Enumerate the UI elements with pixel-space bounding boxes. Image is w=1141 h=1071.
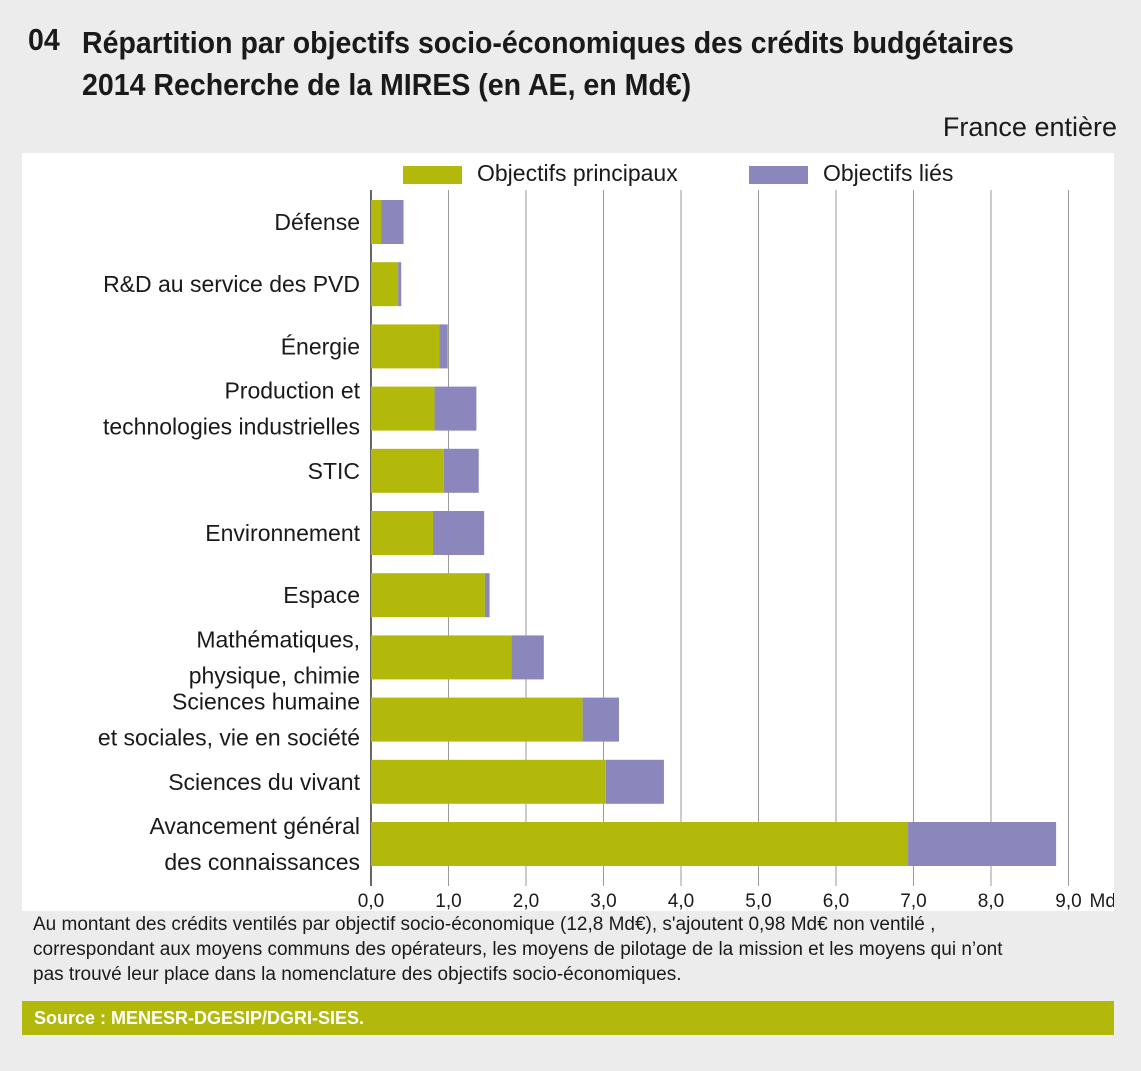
legend-label: Objectifs principaux <box>477 160 678 186</box>
bar-objectifs-lies <box>381 200 404 244</box>
chart-area: 0,0 1,0 2,0 3,0 4,0 5,0 6,0 7,0 8,0 9,0 Md€ Objecti… <box>22 153 1127 912</box>
category-label: et sociales, vie en société <box>98 725 360 751</box>
category-label: Production et <box>224 378 360 404</box>
bar-chart: 0,0 1,0 2,0 3,0 4,0 5,0 6,0 7,0 8,0 9,0 Md€ Objecti… <box>98 160 1127 912</box>
category-label: Espace <box>283 582 360 608</box>
x-tick-label: 0,0 <box>358 891 384 911</box>
x-tick-label: 3,0 <box>590 891 616 911</box>
bar-objectifs-lies <box>484 573 490 618</box>
bar-objectifs-principaux <box>371 511 433 555</box>
bar-objectifs-principaux <box>371 697 583 742</box>
x-tick-label: 6,0 <box>823 891 849 911</box>
category-label: technologies industrielles <box>103 414 360 440</box>
category-label: physique, chimie <box>189 662 360 688</box>
bar-objectifs-principaux <box>371 573 485 618</box>
bar-objectifs-lies <box>443 448 479 493</box>
bar-objectifs-lies <box>511 635 544 680</box>
bar-objectifs-lies <box>434 386 477 431</box>
bar-objectifs-principaux <box>371 822 909 866</box>
bar-objectifs-lies <box>398 262 402 307</box>
bar-objectifs-principaux <box>371 635 512 680</box>
footnote: Au montant des crédits ventilés par obje… <box>33 912 1093 987</box>
category-label: Sciences humaine <box>172 689 360 715</box>
x-tick-label: 5,0 <box>745 891 771 911</box>
bar-objectifs-lies <box>908 822 1057 866</box>
legend-label: Objectifs liés <box>823 160 953 186</box>
category-label: Mathématiques, <box>196 626 360 652</box>
bar-objectifs-principaux <box>371 386 435 431</box>
bar-objectifs-principaux <box>371 200 382 244</box>
x-tick-label: 1,0 <box>435 891 461 911</box>
legend-swatch <box>403 166 462 184</box>
footnote-line: correspondant aux moyens communs des opé… <box>33 939 1003 960</box>
x-tick-label: 7,0 <box>900 891 926 911</box>
bar-objectifs-lies <box>439 324 448 369</box>
bar-objectifs-lies <box>582 697 619 742</box>
bar-objectifs-lies <box>433 511 485 555</box>
figure-number: 04 <box>28 22 60 57</box>
bar-objectifs-principaux <box>371 262 399 307</box>
category-label: Défense <box>274 209 360 235</box>
bar-objectifs-principaux <box>371 448 444 493</box>
x-axis-unit: Md€ <box>1090 891 1115 911</box>
x-tick-label: 9,0 <box>1055 891 1081 911</box>
footnote-line: pas trouvé leur place dans la nomenclatu… <box>33 964 682 985</box>
x-tick-label: 8,0 <box>978 891 1004 911</box>
bar-objectifs-principaux <box>371 759 606 804</box>
category-label: R&D au service des PVD <box>103 271 360 297</box>
source-band: Source : MENESR-DGESIP/DGRI-SIES. <box>22 1001 1114 1035</box>
category-label: STIC <box>308 458 360 484</box>
chart-scope: France entière <box>942 112 1117 142</box>
category-label: Énergie <box>281 333 360 359</box>
bar-objectifs-principaux <box>371 324 440 369</box>
x-tick-label: 2,0 <box>513 891 539 911</box>
category-label: Avancement général <box>149 813 360 839</box>
chart-title: Répartition par objectifs socio-économiq… <box>82 25 1014 102</box>
category-label: Sciences du vivant <box>168 769 360 795</box>
category-label: Environnement <box>205 520 360 546</box>
footnote-line: Au montant des crédits ventilés par obje… <box>33 914 936 935</box>
x-tick-label: 4,0 <box>668 891 694 911</box>
category-label: des connaissances <box>164 849 360 875</box>
bar-objectifs-lies <box>605 759 664 804</box>
legend-swatch <box>749 166 808 184</box>
